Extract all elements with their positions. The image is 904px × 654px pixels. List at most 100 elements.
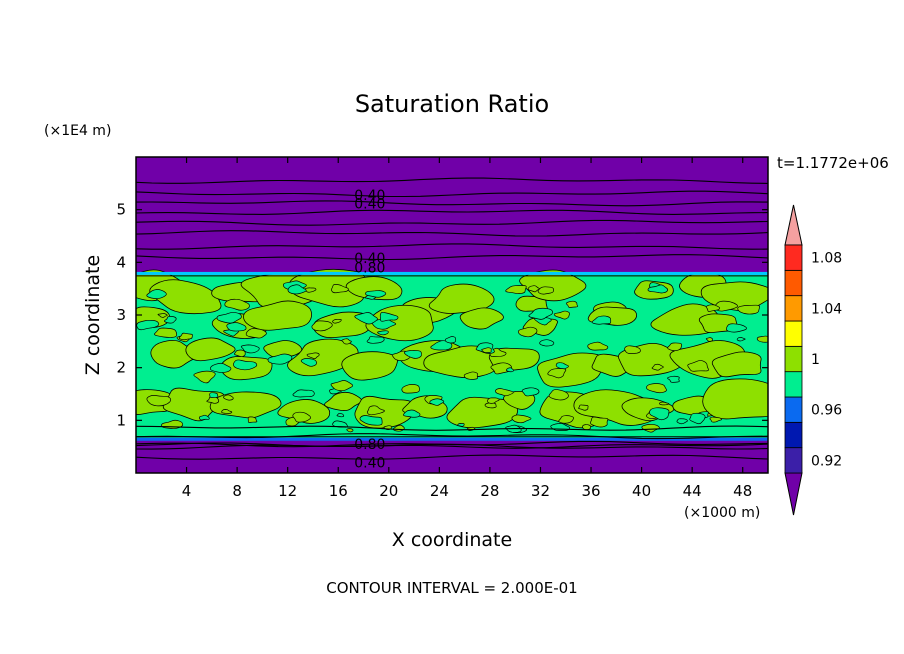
colorbar-bin	[784, 269, 803, 297]
contour-line	[136, 200, 768, 207]
contour-line	[136, 442, 768, 449]
contour-line	[136, 219, 768, 226]
colorbar-min-arrow	[784, 472, 803, 516]
cloud-speck	[651, 363, 664, 371]
cloud-speck	[649, 407, 670, 421]
cloud-speck	[209, 392, 219, 398]
cloud-speck	[146, 395, 172, 407]
y-axis: 1 2 3 4 5	[116, 201, 768, 429]
contour-label: 0.80	[354, 261, 385, 277]
cloud-speck	[178, 332, 193, 341]
cloud-speck	[300, 358, 317, 367]
cloud-speck	[624, 345, 641, 354]
colorbar-tick-label: 1.08	[811, 251, 842, 267]
cloud-speck	[367, 405, 385, 416]
cloud-speck	[444, 336, 456, 344]
cloud-speck	[687, 360, 709, 372]
colorbar-tick-label: 1	[811, 352, 820, 368]
colorbar-bin	[784, 396, 803, 423]
contour-line	[136, 433, 768, 440]
cloud-speck	[517, 326, 538, 338]
cloud-speck	[336, 413, 345, 418]
cloud-speck	[234, 349, 246, 358]
x-tick-label: 24	[430, 482, 449, 500]
cloud-speck	[429, 398, 445, 406]
x-tick-label: 20	[379, 482, 398, 500]
cloud-speck	[164, 316, 177, 324]
cloud-speck	[555, 362, 569, 370]
x-tick-label: 12	[278, 482, 297, 500]
cloud-speck	[287, 284, 307, 295]
cloud-speck	[240, 344, 260, 354]
contour-line	[136, 243, 768, 250]
x-tick-label: 28	[480, 482, 499, 500]
cloud-speck	[505, 285, 527, 294]
cloud-speck	[737, 304, 761, 315]
plot-area	[136, 157, 768, 473]
x-tick-label: 32	[531, 482, 550, 500]
cloud-speck	[193, 370, 216, 384]
contour-line	[136, 177, 768, 184]
cloud-speck	[245, 328, 267, 339]
cloud-patch	[324, 391, 363, 411]
cloud-speck	[346, 428, 354, 433]
cloud-speck	[689, 412, 706, 425]
cloud-patch	[537, 352, 605, 388]
contour-line	[136, 190, 768, 198]
cloud-speck	[587, 341, 609, 351]
y-axis-title: Z coordinate	[82, 255, 104, 375]
contour-label: 0.40	[354, 251, 385, 267]
cloud-speck	[506, 367, 514, 373]
cloud-speck	[578, 404, 589, 411]
chart-title: Saturation Ratio	[355, 90, 549, 118]
cloud-speck	[646, 383, 667, 394]
contour-labels: 0.400.400.400.800.800.40	[354, 188, 385, 472]
colorbar-bin	[784, 244, 803, 271]
colorbar-bin	[784, 320, 803, 347]
colorbar-tick-label: 0.92	[811, 453, 842, 469]
cloud-speck	[457, 423, 465, 427]
cloud-speck	[359, 415, 383, 426]
cloud-speck	[481, 347, 492, 353]
cloud-patch	[341, 351, 398, 381]
cloud-speck	[676, 418, 688, 425]
cloud-patch	[345, 276, 403, 301]
cloud-speck	[705, 304, 721, 312]
cloud-speck	[247, 416, 258, 423]
y-tick-label: 3	[116, 306, 126, 324]
cloud-speck	[365, 290, 387, 298]
cloud-speck	[311, 320, 333, 332]
x-axis-title: X coordinate	[392, 529, 512, 551]
contour-line	[136, 254, 768, 261]
colorbar-bin	[784, 371, 803, 398]
cloud-speck	[591, 315, 612, 325]
cloud-bottom-edge	[136, 437, 768, 441]
y-tick-label: 4	[116, 253, 126, 271]
y-units-label: (×1E4 m)	[44, 123, 111, 139]
cloud-speck	[341, 338, 352, 345]
x-tick-label: 16	[329, 482, 348, 500]
time-label: t=1.1772e+06	[777, 154, 889, 172]
cloud-speck	[223, 394, 234, 401]
y-tick-label: 2	[116, 359, 126, 377]
cloud-patch	[185, 337, 236, 362]
cloud-speck	[401, 384, 420, 394]
cloud-speck	[705, 337, 713, 342]
cloud-speck	[377, 330, 389, 336]
cloud-speck	[331, 284, 349, 294]
colorbar-tick-label: 0.96	[811, 403, 842, 419]
cloud-top-edge	[136, 271, 768, 275]
cloud-speck	[216, 312, 242, 324]
colorbar-bin	[784, 345, 803, 373]
cloud-speck	[221, 409, 233, 414]
x-tick-label: 44	[683, 482, 702, 500]
cloud-speck	[366, 336, 385, 344]
colorbar-tick-label: 1.04	[811, 301, 842, 317]
cloud-speck	[379, 311, 399, 322]
cloud-speck	[528, 307, 553, 320]
cloud-speck	[332, 319, 342, 324]
cloud-speck	[306, 352, 320, 360]
contour-line	[136, 440, 768, 448]
cloud-speck	[527, 285, 540, 293]
cloud-speck	[647, 284, 668, 294]
